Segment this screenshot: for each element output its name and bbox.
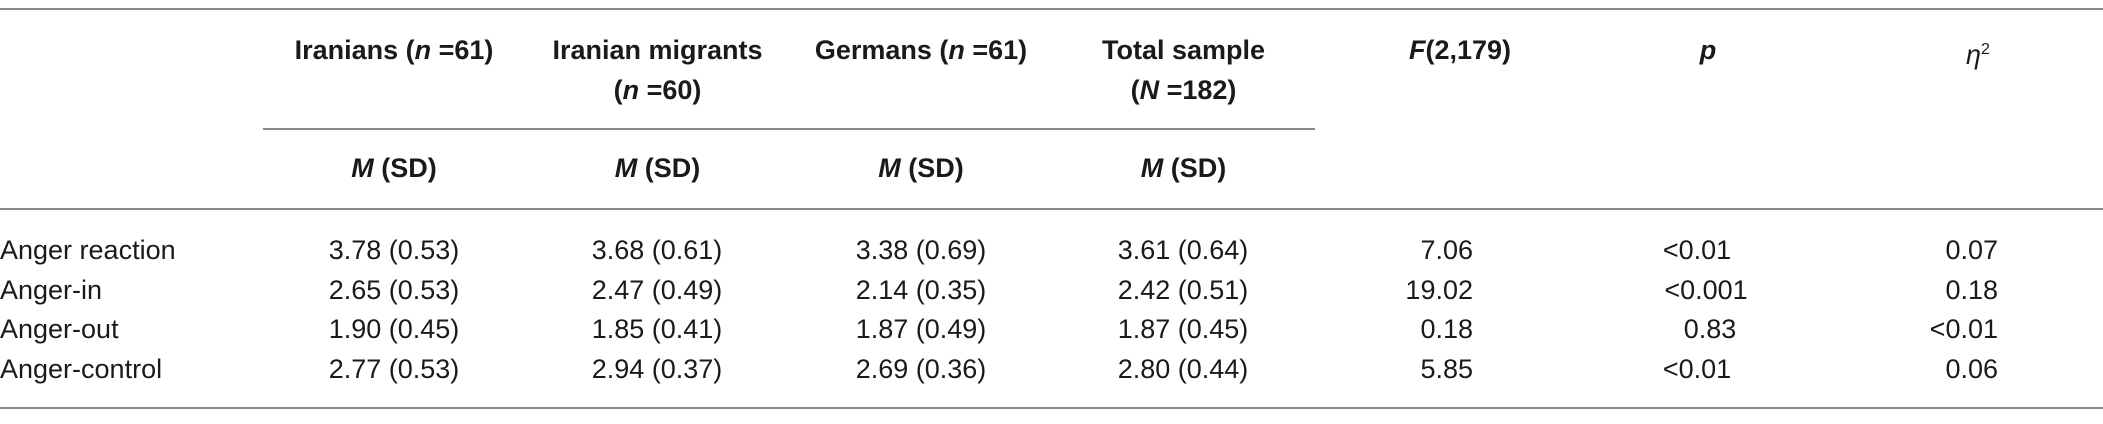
cell-p: 0.83: [1683, 314, 1737, 344]
cell-migrants: 2.94 (0.37): [591, 354, 723, 384]
cell-eta: 0.18: [1945, 275, 1998, 305]
cell-p: <0.01: [1662, 354, 1732, 384]
header-p-value: p: [1699, 35, 1717, 65]
header-iranians: Iranians (n =61): [294, 35, 494, 65]
header-bottom-rule: [0, 208, 2103, 210]
cell-total: 2.42 (0.51): [1117, 275, 1249, 305]
header-iranian-migrants: Iranian migrants (n =60): [552, 35, 763, 105]
cell-f: 19.02: [1405, 275, 1473, 305]
subheader-iranians: M (SD): [351, 153, 437, 183]
cell-p: <0.001: [1664, 275, 1748, 305]
row-label: Anger-out: [0, 314, 119, 344]
group-header-rule: [263, 128, 1315, 130]
cell-total: 2.80 (0.44): [1117, 354, 1249, 384]
header-eta-squared: η2: [1966, 40, 1990, 70]
header-germans: Germans (n =61): [814, 35, 1028, 65]
header-f-statistic: F(2,179): [1408, 35, 1512, 65]
row-label: Anger reaction: [0, 235, 176, 265]
cell-iranians: 1.90 (0.45): [328, 314, 460, 344]
subheader-migrants: M (SD): [614, 153, 701, 183]
cell-germans: 2.69 (0.36): [855, 354, 987, 384]
row-label: Anger-control: [0, 354, 163, 384]
cell-iranians: 2.65 (0.53): [328, 275, 460, 305]
cell-migrants: 2.47 (0.49): [591, 275, 723, 305]
cell-eta: 0.07: [1945, 235, 1998, 265]
cell-total: 3.61 (0.64): [1117, 235, 1249, 265]
subheader-total: M (SD): [1140, 153, 1227, 183]
cell-iranians: 2.77 (0.53): [328, 354, 460, 384]
cell-migrants: 3.68 (0.61): [591, 235, 723, 265]
cell-germans: 1.87 (0.49): [855, 314, 987, 344]
cell-f: 7.06: [1420, 235, 1473, 265]
cell-f: 0.18: [1420, 314, 1473, 344]
subheader-germans: M (SD): [878, 153, 964, 183]
cell-migrants: 1.85 (0.41): [591, 314, 723, 344]
cell-iranians: 3.78 (0.53): [328, 235, 460, 265]
table-bottom-rule: [0, 407, 2103, 409]
table-top-rule: [0, 8, 2103, 10]
cell-total: 1.87 (0.45): [1117, 314, 1249, 344]
header-total-sample: Total sample (N =182): [1101, 35, 1266, 105]
cell-p: <0.01: [1662, 235, 1732, 265]
row-label: Anger-in: [0, 275, 103, 305]
cell-f: 5.85: [1420, 354, 1473, 384]
cell-germans: 3.38 (0.69): [855, 235, 987, 265]
cell-germans: 2.14 (0.35): [855, 275, 987, 305]
cell-eta: 0.06: [1945, 354, 1998, 384]
cell-eta: <0.01: [1929, 314, 1998, 344]
